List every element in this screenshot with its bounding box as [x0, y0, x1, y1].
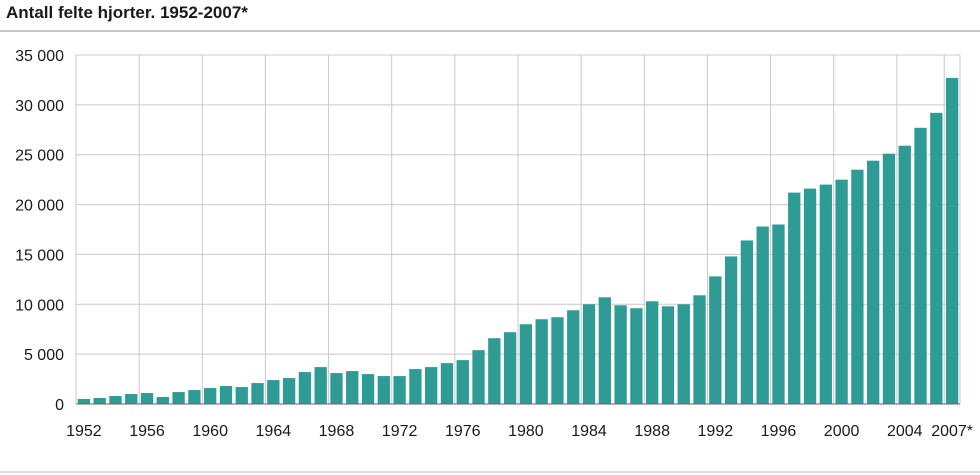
x-tick-label: 1956 [129, 423, 165, 440]
grid-lines [75, 54, 961, 404]
bar [914, 127, 927, 404]
bar [472, 350, 485, 404]
bar [677, 304, 690, 404]
bar [535, 319, 548, 404]
bar [772, 224, 785, 404]
x-tick-label: 2007* [931, 423, 973, 440]
x-tick-label: 1964 [256, 423, 292, 440]
bar [440, 363, 454, 404]
bar [330, 373, 343, 404]
bar [93, 398, 106, 404]
bar [630, 308, 643, 404]
x-tick-label: 1988 [634, 423, 670, 440]
y-tick-label: 0 [55, 397, 64, 414]
bar [788, 192, 801, 404]
bar [661, 306, 675, 404]
bar [930, 112, 943, 404]
bar [646, 301, 659, 404]
bar [219, 386, 233, 404]
bar [267, 380, 280, 404]
bar [251, 383, 264, 404]
y-tick-label: 30 000 [15, 98, 64, 115]
bar [819, 184, 832, 404]
bar [945, 77, 959, 404]
bar [582, 304, 596, 404]
bar [409, 369, 422, 404]
bar [519, 324, 533, 404]
bar [393, 376, 406, 404]
bar [282, 378, 296, 404]
bar [125, 394, 138, 404]
bar [614, 305, 627, 404]
bar [298, 372, 312, 404]
bar [425, 367, 438, 404]
bar [314, 367, 327, 404]
x-tick-label: 1980 [508, 423, 544, 440]
bar [898, 145, 911, 405]
y-tick-label: 5 000 [24, 347, 64, 364]
x-tick-label: 1952 [66, 423, 102, 440]
y-tick-label: 15 000 [15, 247, 64, 264]
bar [803, 188, 817, 404]
bar [172, 392, 185, 404]
bar [156, 397, 169, 404]
y-tick-label: 35 000 [15, 48, 64, 65]
chart-title: Antall felte hjorter. 1952-2007* [6, 3, 248, 22]
bar [109, 396, 122, 404]
y-tick-label: 25 000 [15, 148, 64, 165]
bar [377, 376, 390, 404]
bar [867, 160, 880, 404]
bar [693, 295, 706, 404]
bar [503, 332, 517, 404]
y-tick-label: 20 000 [15, 198, 64, 215]
x-tick-label: 1968 [319, 423, 355, 440]
bar [882, 153, 896, 404]
x-tick-label: 2004 [887, 423, 923, 440]
y-tick-labels: 0 5 000 10 000 15 000 20 000 25 000 30 000 35 0… [15, 48, 64, 414]
bar [456, 360, 469, 404]
bar [235, 387, 248, 404]
bar [551, 317, 564, 404]
bar [77, 399, 91, 404]
bar [851, 169, 864, 404]
x-tick-label: 1972 [382, 423, 418, 440]
bar [835, 179, 848, 404]
bar [598, 297, 611, 404]
bar [740, 240, 754, 404]
bar [346, 371, 359, 404]
y-tick-label: 10 000 [15, 297, 64, 314]
bar [724, 256, 738, 404]
x-tick-label: 1960 [192, 423, 228, 440]
x-tick-label: 1992 [698, 423, 734, 440]
bar [488, 338, 501, 404]
x-tick-label: 1976 [445, 423, 481, 440]
bar [361, 374, 375, 404]
bar [567, 310, 580, 404]
x-tick-labels: 1952 1956 1960 1964 1968 1972 1976 1980 1984 1988… [66, 423, 973, 440]
bar [709, 276, 722, 404]
x-tick-label: 2000 [824, 423, 860, 440]
bar [756, 226, 769, 404]
bar [188, 390, 201, 404]
bar [140, 393, 154, 404]
x-tick-label: 1984 [571, 423, 607, 440]
x-tick-label: 1996 [761, 423, 797, 440]
bars [77, 77, 959, 405]
bar [204, 388, 217, 404]
